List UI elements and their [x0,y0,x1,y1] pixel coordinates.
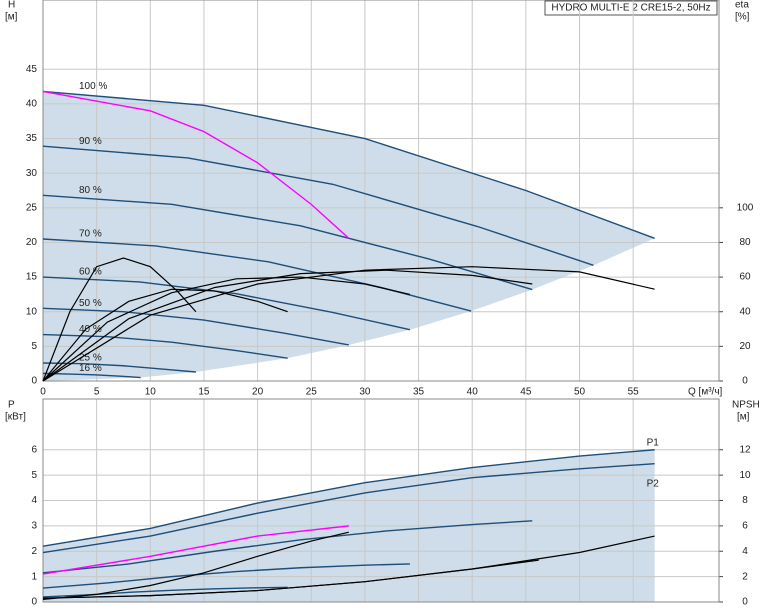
curve-label: 100 % [79,81,107,92]
curve-label: 90 % [79,136,102,147]
series-line [42,559,539,599]
plot-frame [42,0,720,382]
y-axis-label: P [8,400,15,411]
plot-frame [42,398,720,603]
y-tick-label: 0 [31,376,37,387]
x-tick-label: 40 [467,387,479,398]
y2-axis-label: eta [735,0,749,11]
y-tick-label: 5 [31,470,37,481]
y-tick-label: 40 [26,99,38,110]
series-line [42,90,655,239]
series-line [42,257,197,382]
series-line [42,333,288,359]
curve-label: 60 % [79,267,102,278]
y-tick-label: 20 [26,237,38,248]
y2-axis-unit: [%] [735,12,750,23]
operating-area [43,91,655,381]
y-tick-label: 15 [26,272,38,283]
y2-tick-label: 6 [742,521,748,532]
curve-label: P1 [647,437,660,448]
y2-axis-label: NPSH [732,400,760,411]
y2-tick-label: 20 [739,341,751,352]
y-tick-label: 5 [31,341,37,352]
y-tick-label: 6 [31,444,37,455]
y2-tick-label: 0 [742,597,748,608]
series-line [42,238,472,312]
curve-label: 50 % [79,298,102,309]
x-tick-label: 50 [574,387,586,398]
x-tick-label: 30 [359,387,371,398]
y-tick-label: 0 [31,597,37,608]
curve-label: 25 % [79,353,102,364]
y-axis-label: H [8,0,15,11]
y-tick-label: 1 [31,571,37,582]
x-tick-label: 5 [94,387,100,398]
y2-tick-label: 80 [739,237,751,248]
x-tick-label: 45 [520,387,532,398]
series-line [42,563,410,589]
y2-tick-label: 10 [739,470,751,481]
y-tick-label: 30 [26,168,38,179]
series-line [42,372,141,379]
series-line [42,307,349,346]
y2-tick-label: 40 [739,306,751,317]
x-tick-label: 55 [628,387,640,398]
y-tick-label: 4 [31,495,37,506]
x-tick-label: 25 [306,387,318,398]
x-tick-label: 35 [413,387,425,398]
y2-tick-label: 4 [742,546,748,557]
series-line [42,525,349,575]
x-axis-label: Q [м³/ч] [688,387,723,398]
y2-tick-label: 2 [742,571,748,582]
title-box [544,0,718,16]
series-line [42,463,655,554]
x-tick-label: 0 [40,387,46,398]
series-line [42,145,594,266]
curve-label: 80 % [79,185,102,196]
y-axis-unit: [кВт] [5,412,26,423]
curve-label: P2 [647,478,660,489]
series-line [42,194,533,291]
x-tick-label: 20 [252,387,264,398]
curve-label: 40 % [79,324,102,335]
y-tick-label: 3 [31,521,37,532]
series-line [42,276,411,382]
x-tick-label: 15 [198,387,210,398]
y-tick-label: 45 [26,64,38,75]
y2-tick-label: 8 [742,495,748,506]
y2-tick-label: 0 [742,376,748,387]
series-line [42,269,533,382]
y2-tick-label: 12 [739,444,751,455]
series-line [42,288,288,382]
series-line [42,531,349,601]
series-line [42,449,655,547]
curve-label: 70 % [79,229,102,240]
y-tick-label: 25 [26,202,38,213]
y2-tick-label: 100 [737,202,754,213]
series-line [42,266,655,382]
y-tick-label: 2 [31,546,37,557]
y2-tick-label: 60 [739,272,751,283]
curve-label: 16 % [79,363,102,374]
y-tick-label: 35 [26,133,38,144]
series-line [42,362,196,373]
series-line [42,90,350,239]
series-line [42,520,533,574]
chart-title: HYDRO MULTI-E 2 CRE15-2, 50Hz [551,3,710,14]
x-tick-label: 10 [145,387,157,398]
y2-axis-unit: [м] [737,412,750,423]
y-axis-unit: [м] [5,12,18,23]
y-tick-label: 10 [26,306,38,317]
series-line [42,276,411,331]
